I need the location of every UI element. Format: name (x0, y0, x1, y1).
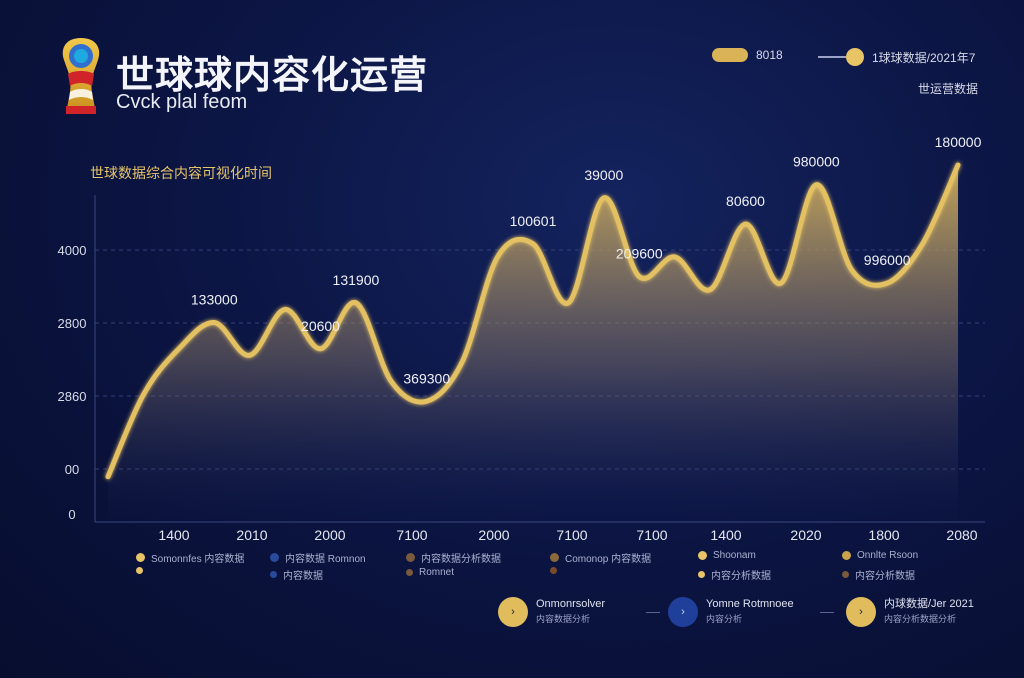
data-label: 369300 (403, 370, 450, 386)
y-tick-label: 4000 (58, 243, 87, 258)
x-tick-label: 2000 (478, 527, 509, 543)
series-line (105, 162, 961, 480)
legend-swatch-icon (842, 551, 851, 560)
top-legend-label-2: 1球球数据/2021年7 (872, 50, 976, 65)
legend-item[interactable]: Shoonam (698, 550, 756, 561)
data-label: 100601 (510, 213, 557, 229)
legend-divider (646, 612, 660, 613)
legend-label: 内容数据 Romnon (285, 554, 366, 565)
bottom-legend-sub-2: 内容分析 (706, 614, 743, 624)
x-tick-label: 2020 (790, 527, 821, 543)
data-label: 180000 (935, 134, 982, 150)
data-label: 39000 (584, 167, 623, 183)
data-label: 133000 (191, 292, 238, 308)
bottom-legend-title-1: Onmonrsolver (536, 598, 606, 610)
legend-swatch-icon (136, 567, 143, 574)
data-label: 996000 (864, 252, 911, 268)
legend-swatch-icon (698, 571, 705, 578)
legend-circle-icon: › (846, 597, 876, 627)
x-tick-label: 1400 (710, 527, 741, 543)
legend-swatch-icon (406, 569, 413, 576)
data-label: 131900 (333, 272, 380, 288)
y-tick-label: 00 (65, 462, 79, 477)
y-tick-label: 2800 (58, 316, 87, 331)
bottom-legend-item-1[interactable]: › Onmonrsolver 内容数据分析 (498, 597, 605, 627)
x-tick-label: 2010 (236, 527, 267, 543)
data-label: 980000 (793, 154, 840, 170)
legend-swatch-icon (406, 553, 415, 562)
x-tick-label: 1800 (868, 527, 899, 543)
legend-swatch-icon (842, 571, 849, 578)
legend-item[interactable]: Somonnfes 内容数据 (136, 550, 244, 565)
x-tick-label: 7100 (636, 527, 667, 543)
x-tick-label: 7100 (556, 527, 587, 543)
page-subtitle: Cvck plal feom (116, 91, 248, 113)
legend-label: 内容数据 (283, 571, 323, 582)
x-tick-label: 2000 (314, 527, 345, 543)
legend-item[interactable] (136, 567, 149, 574)
x-tick-labels: 1400 2010 2000 7100 2000 7100 7100 1400 2020 1800… (158, 527, 977, 543)
y-tick-label: 0 (68, 507, 75, 522)
legend-swatch-icon (698, 551, 707, 560)
bottom-legend-title-3: 内球数据/Jer 2021 (884, 598, 974, 610)
legend-swatch-icon (136, 553, 145, 562)
legend-label: Romnet (419, 567, 455, 578)
bottom-legend-item-3[interactable]: › 内球数据/Jer 2021 内容分析数据分析 (846, 597, 974, 627)
legend-line-icon (818, 56, 846, 58)
legend-label: 内容数据分析数据 (421, 554, 501, 565)
legend-label: 内容分析数据 (855, 571, 915, 582)
legend-item[interactable]: 内容数据分析数据 (406, 550, 501, 565)
legend-label: Comonop 内容数据 (565, 554, 652, 565)
legend-dot-icon (846, 48, 864, 66)
chart-section-label: 世球数据综合内容可视化时间 (90, 165, 272, 181)
legend-swatch-icon (550, 553, 559, 562)
legend-item[interactable]: Onnlte Rsoon (842, 550, 918, 561)
series-area (108, 165, 958, 520)
legend-item[interactable]: 内容分析数据 (842, 567, 915, 582)
legend-item[interactable]: 内容数据 (270, 567, 323, 582)
series-legend: Somonnfes 内容数据 内容数据 Romnon 内容数据分析数据 Comonop… (136, 550, 936, 586)
y-tick-label: 2860 (58, 389, 87, 404)
bottom-legend-sub-3: 内容分析数据分析 (884, 614, 957, 624)
data-label: 80600 (726, 193, 765, 209)
data-labels: 133000 20600 131900 369300 100601 39000 209600… (191, 134, 982, 386)
legend-pill-icon (712, 48, 748, 62)
top-legend-item-2[interactable]: 1球球数据/2021年7 (818, 48, 975, 66)
x-tick-label: 7100 (396, 527, 427, 543)
x-tick-label: 2080 (946, 527, 977, 543)
legend-label: Onnlte Rsoon (857, 550, 919, 561)
legend-label: 内容分析数据 (711, 571, 771, 582)
legend-item[interactable]: Romnet (406, 567, 454, 578)
data-label: 209600 (616, 246, 663, 262)
legend-swatch-icon (550, 567, 557, 574)
legend-circle-icon: › (668, 597, 698, 627)
bottom-legend-item-2[interactable]: › Yomne Rotmnoee 内容分析 (668, 597, 794, 627)
legend-label: Shoonam (713, 550, 756, 561)
top-legend-label-1: 8018 (756, 48, 783, 62)
bottom-legend-sub-1: 内容数据分析 (536, 614, 591, 624)
legend-swatch-icon (270, 553, 279, 562)
legend-item[interactable]: 内容数据 Romnon (270, 550, 366, 565)
legend-item[interactable]: Comonop 内容数据 (550, 550, 651, 565)
x-tick-label: 1400 (158, 527, 189, 543)
legend-swatch-icon (270, 571, 277, 578)
legend-divider (820, 612, 834, 613)
legend-item[interactable] (550, 567, 563, 574)
legend-label: Somonnfes 内容数据 (151, 554, 245, 565)
legend-item[interactable]: 内容分析数据 (698, 567, 771, 582)
bottom-legend-title-2: Yomne Rotmnoee (706, 598, 794, 610)
legend-circle-icon: › (498, 597, 528, 627)
top-legend-sub: 世运营数据 (917, 82, 978, 96)
trophy-logo-icon (62, 38, 100, 114)
top-legend-item-1[interactable]: 8018 (712, 48, 783, 62)
page-title: 世球球内容化运营 (116, 55, 429, 97)
data-label: 20600 (301, 318, 340, 334)
